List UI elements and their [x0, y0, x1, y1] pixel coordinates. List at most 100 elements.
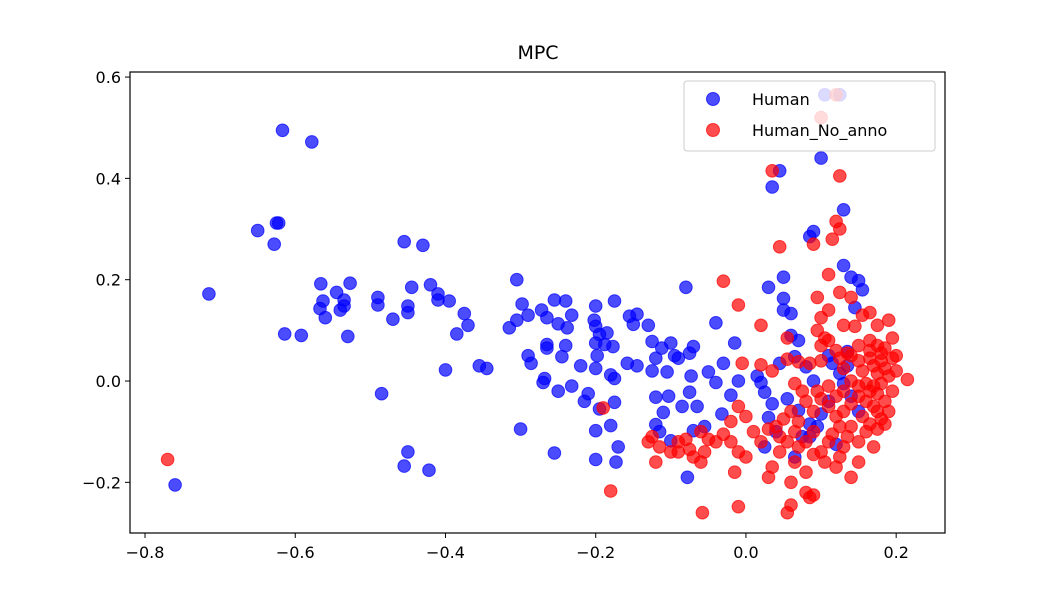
data-point [806, 424, 821, 439]
data-point [679, 280, 693, 295]
data-point [750, 369, 765, 383]
data-point [735, 356, 750, 371]
data-point [649, 455, 663, 469]
chart-title: MPC [517, 42, 558, 64]
data-point [277, 327, 292, 341]
data-point [810, 384, 825, 399]
y-tick-label: 0.4 [96, 169, 121, 188]
data-point [761, 280, 776, 295]
data-point [457, 306, 472, 321]
data-point [431, 293, 445, 307]
data-point [588, 299, 603, 313]
data-point [724, 414, 738, 429]
legend: Human Human_No_anno [683, 80, 936, 152]
data-point [558, 294, 573, 308]
data-point [761, 470, 776, 485]
data-point [784, 306, 798, 321]
data-point [294, 328, 309, 343]
data-point [739, 450, 753, 464]
data-point [780, 435, 795, 449]
data-point [784, 498, 798, 512]
data-point [803, 490, 817, 505]
data-point [564, 308, 579, 323]
data-point [652, 440, 667, 454]
data-point [836, 384, 851, 399]
series-human-no-anno [160, 88, 915, 520]
data-point [422, 463, 436, 478]
data-point [821, 267, 836, 282]
data-point [731, 399, 746, 414]
data-point [596, 401, 611, 415]
data-point [878, 341, 892, 355]
data-point [772, 445, 787, 459]
data-point [686, 339, 701, 354]
data-point [513, 422, 528, 436]
x-tick-label: 0.2 [883, 543, 908, 562]
data-point [739, 409, 753, 424]
data-point [684, 369, 698, 383]
y-tick-label: 0.0 [96, 372, 121, 391]
data-point [844, 419, 858, 434]
data-point [305, 135, 319, 149]
data-point [160, 452, 175, 467]
data-point [788, 376, 802, 391]
data-point [371, 298, 385, 312]
points-layer [160, 88, 915, 520]
x-tick-label: −0.4 [426, 543, 465, 562]
data-point [603, 418, 618, 433]
data-point [690, 399, 704, 414]
data-point [600, 326, 614, 340]
legend-label-human-no-anno: Human_No_anno [752, 121, 887, 141]
data-point [836, 318, 851, 333]
data-point [761, 422, 776, 436]
data-point [664, 336, 678, 350]
data-point [438, 363, 453, 377]
data-point [716, 274, 731, 289]
series-human [168, 88, 870, 492]
data-point [814, 151, 828, 165]
x-tick-label: −0.2 [576, 543, 615, 562]
legend-label-human: Human [752, 90, 810, 109]
y-tick-label: 0.6 [96, 68, 121, 87]
data-point [701, 365, 716, 379]
data-point [806, 404, 821, 419]
data-point [515, 297, 529, 311]
data-point [844, 290, 858, 305]
data-point [588, 423, 603, 438]
data-point [564, 379, 579, 393]
data-point [889, 364, 904, 378]
data-point [780, 392, 795, 406]
data-point [694, 424, 708, 439]
data-point [607, 371, 622, 386]
data-point [885, 331, 900, 345]
x-tick-label: −0.6 [276, 543, 315, 562]
data-point [821, 303, 836, 317]
data-point [314, 277, 328, 291]
legend-marker-human [706, 92, 720, 106]
data-point [461, 318, 475, 333]
data-point [656, 405, 671, 420]
y-axis: −0.2 0.0 0.2 0.4 0.6 [82, 68, 130, 492]
legend-frame [683, 80, 936, 152]
data-point [202, 287, 216, 301]
data-point [675, 399, 689, 414]
data-point [754, 435, 768, 449]
data-point [855, 283, 870, 297]
data-point [799, 465, 813, 480]
x-tick-label: 0.0 [733, 543, 758, 562]
data-point [810, 323, 825, 338]
data-point [661, 389, 676, 404]
data-point [724, 388, 738, 403]
data-point [772, 240, 787, 254]
y-tick-label: 0.2 [96, 271, 121, 290]
data-point [791, 355, 806, 369]
data-point [401, 305, 415, 320]
data-point [588, 452, 603, 467]
data-point [754, 318, 768, 333]
data-point [715, 407, 729, 421]
legend-marker-human-no-anno [706, 123, 720, 137]
data-point [607, 395, 622, 410]
data-point [851, 435, 866, 449]
data-point [836, 361, 851, 376]
